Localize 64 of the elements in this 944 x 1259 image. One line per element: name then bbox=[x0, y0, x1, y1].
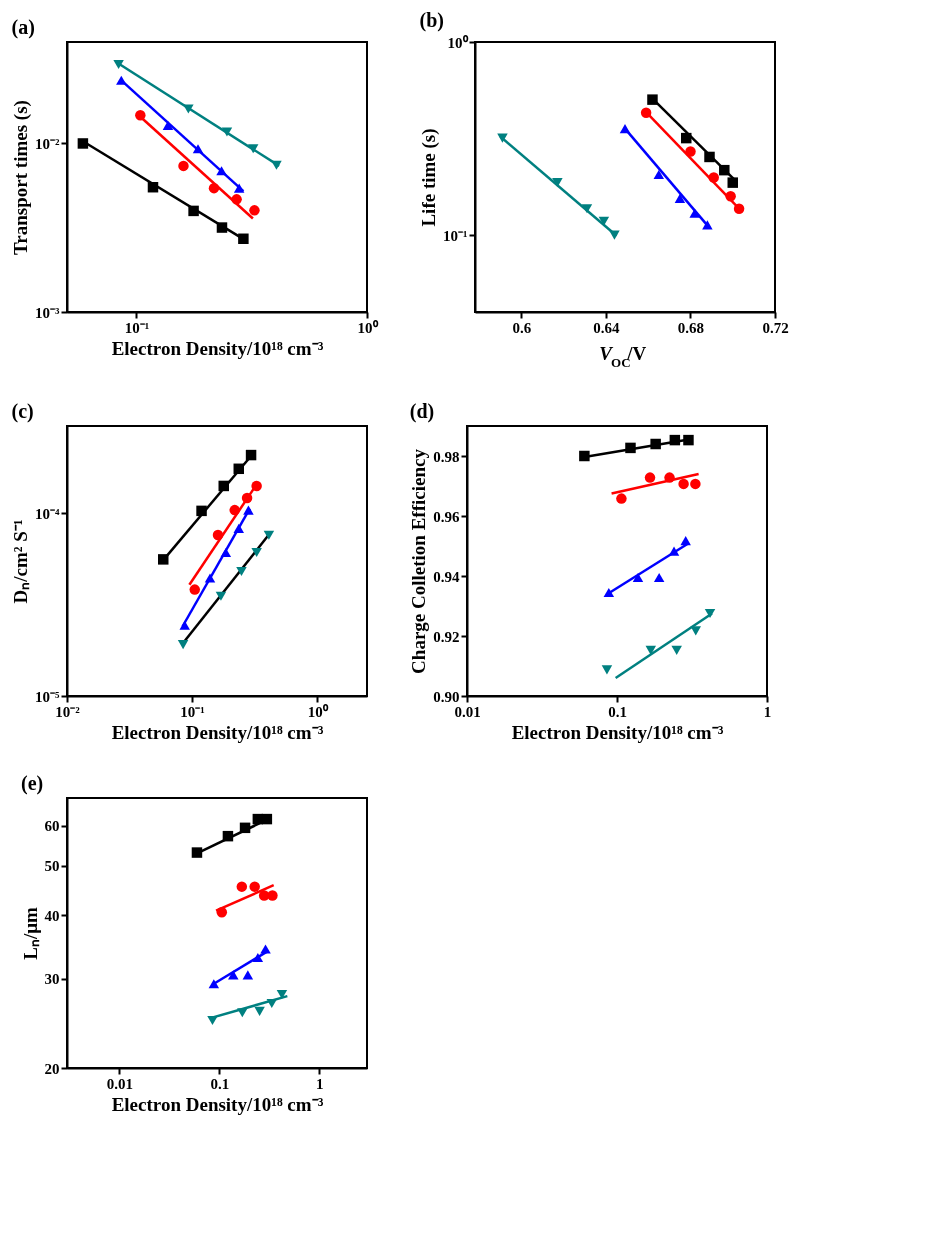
chart-title: (d) bbox=[409, 400, 435, 423]
x-axis-title: Electron Density/10¹⁸ cm⁻³ bbox=[111, 337, 324, 359]
y-tick-label: 30 bbox=[44, 971, 60, 988]
point bbox=[704, 151, 715, 163]
x-tick-label: 10⁻² bbox=[55, 703, 81, 720]
x-tick-label: 10⁰ bbox=[307, 702, 329, 720]
x-tick-label: 0.6 bbox=[512, 319, 532, 336]
point bbox=[581, 204, 593, 214]
x-tick-label: 0.01 bbox=[106, 1075, 133, 1092]
point bbox=[702, 220, 713, 230]
point bbox=[640, 107, 652, 119]
point bbox=[609, 230, 620, 240]
chart-title: (c) bbox=[11, 400, 34, 423]
y-tick-label: 10⁰ bbox=[447, 33, 469, 51]
x-tick-label: 1 bbox=[316, 1075, 324, 1092]
x-axis-title: Electron Density/10¹⁸ cm⁻³ bbox=[111, 1093, 324, 1115]
chart-title: (e) bbox=[21, 772, 44, 795]
y-axis-title: Dₙ/cm² S⁻¹ bbox=[10, 519, 31, 604]
y-axis-title: Transport times (s) bbox=[10, 100, 32, 255]
point bbox=[552, 178, 563, 188]
y-tick-label: 10⁻² bbox=[35, 135, 60, 152]
point bbox=[725, 191, 736, 202]
y-tick-label: 0.98 bbox=[433, 448, 460, 465]
x-tick-label: 10⁻¹ bbox=[124, 319, 150, 336]
y-tick-label: 0.92 bbox=[433, 628, 460, 645]
x-tick-label: 0.68 bbox=[677, 319, 705, 336]
point bbox=[719, 164, 730, 176]
chart-title: (a) bbox=[11, 16, 35, 39]
x-tick-label: 0.64 bbox=[593, 319, 621, 336]
y-tick-label: 10⁻⁵ bbox=[35, 688, 60, 705]
x-tick-label: 0.1 bbox=[608, 703, 627, 720]
point bbox=[708, 172, 719, 183]
y-axis-title: Charge Colletion Efficiency bbox=[408, 448, 430, 674]
point bbox=[619, 124, 631, 134]
chart-title: (b) bbox=[419, 9, 444, 32]
x-axis-title: Electron Density/10¹⁸ cm⁻³ bbox=[111, 721, 324, 743]
y-tick-label: 0.94 bbox=[433, 568, 460, 585]
y-axis-title: Life time (s) bbox=[418, 128, 440, 227]
x-tick-label: 1 bbox=[763, 703, 772, 720]
x-axis-title: Electron Density/10¹⁸ cm⁻³ bbox=[511, 721, 724, 743]
point bbox=[733, 203, 745, 214]
point bbox=[685, 146, 696, 157]
point bbox=[653, 169, 665, 180]
x-tick-label: 0.72 bbox=[762, 319, 789, 336]
x-tick-label: 0.01 bbox=[454, 703, 481, 720]
point bbox=[727, 177, 738, 188]
y-tick-label: 0.90 bbox=[433, 688, 460, 705]
point bbox=[674, 193, 686, 203]
y-tick-label: 10⁻⁴ bbox=[35, 505, 60, 522]
y-axis-title: Lₙ/μm bbox=[19, 907, 41, 960]
y-tick-label: 20 bbox=[44, 1060, 60, 1077]
y-tick-label: 0.96 bbox=[433, 508, 460, 525]
y-tick-label: 10⁻³ bbox=[35, 304, 60, 321]
x-tick-label: 10⁰ bbox=[357, 318, 379, 336]
x-tick-label: 10⁻¹ bbox=[180, 703, 205, 720]
y-tick-label: 40 bbox=[44, 907, 60, 924]
point bbox=[681, 132, 692, 144]
y-tick-label: 60 bbox=[44, 818, 60, 835]
y-tick-label: 10⁻¹ bbox=[443, 227, 468, 244]
x-tick-label: 0.1 bbox=[210, 1075, 230, 1092]
point bbox=[689, 208, 700, 218]
y-tick-label: 50 bbox=[44, 858, 60, 875]
point bbox=[497, 133, 508, 143]
point bbox=[647, 94, 658, 105]
